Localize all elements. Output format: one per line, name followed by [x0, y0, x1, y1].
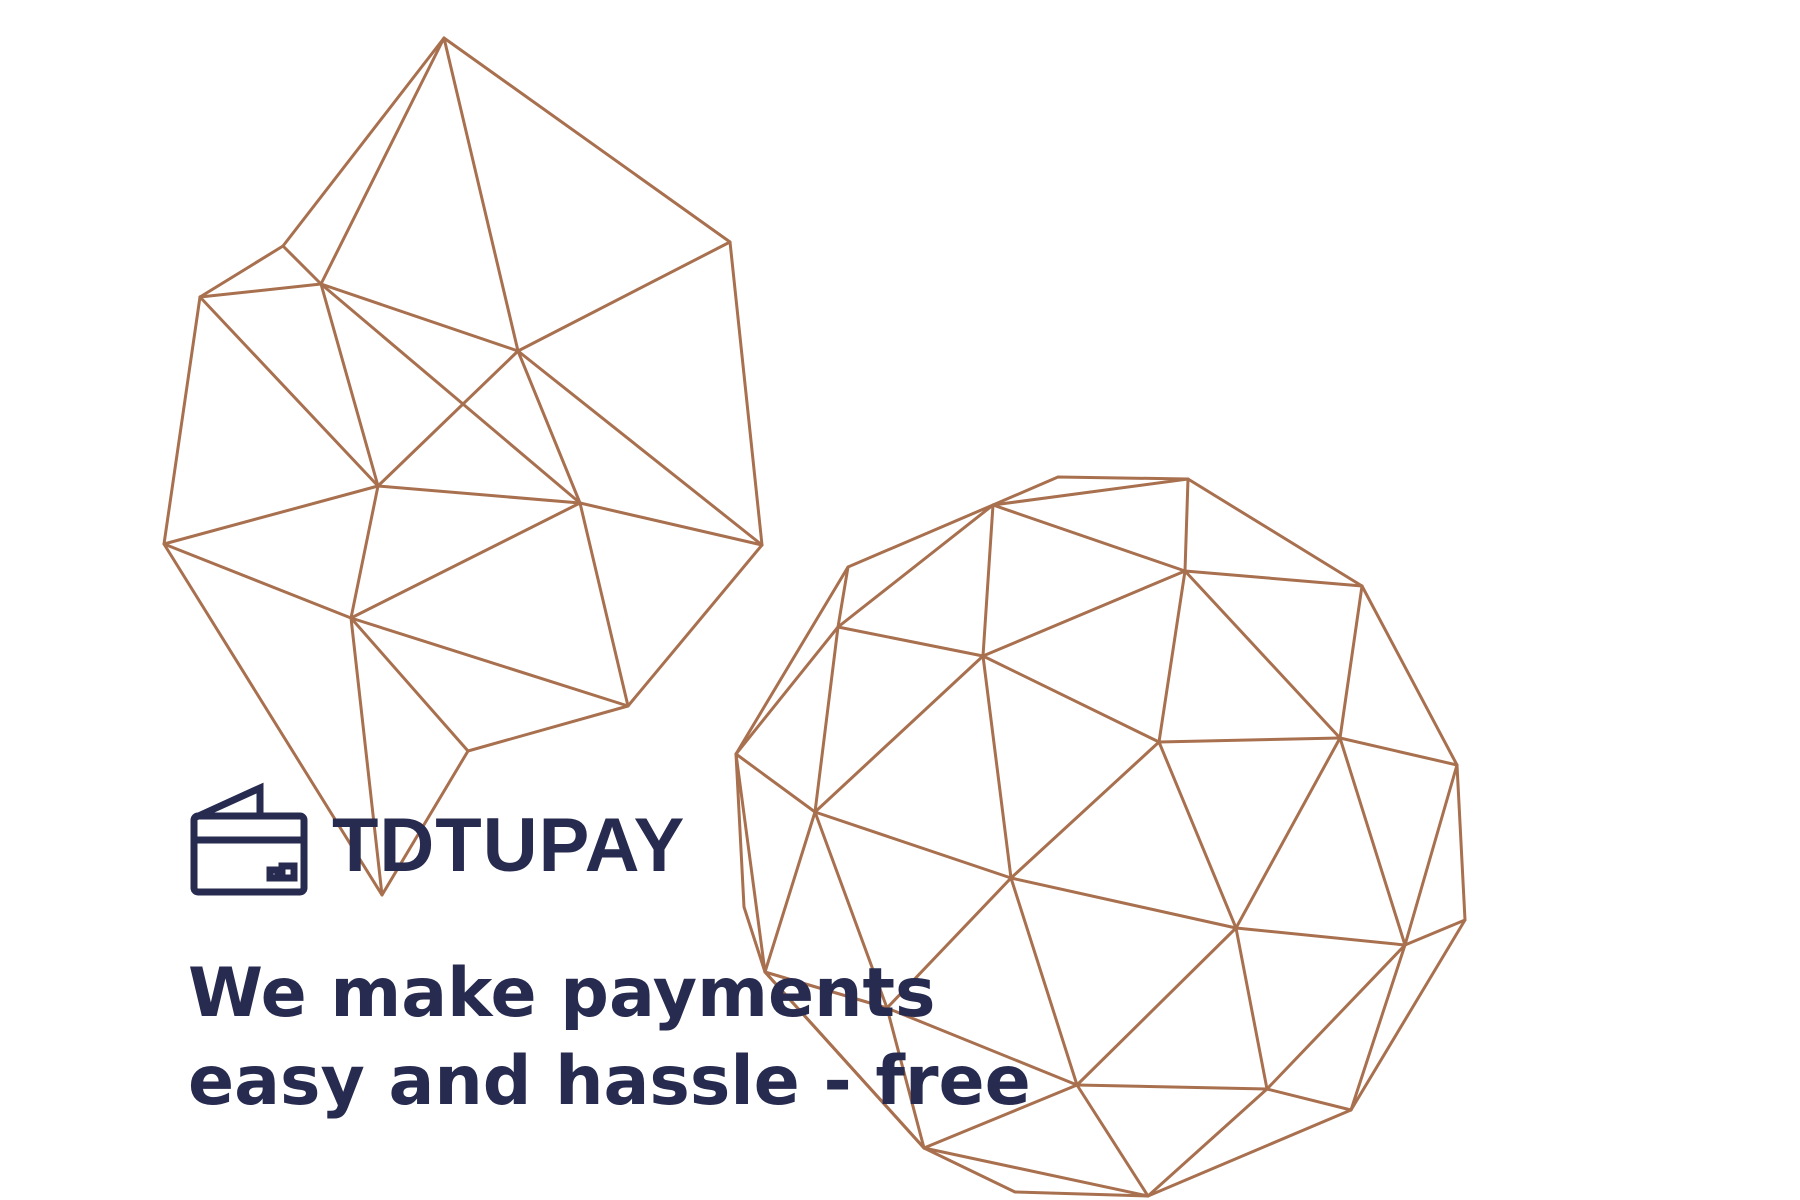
credit-card-icon: [190, 782, 308, 896]
brand-logo: TDTUPAY: [188, 780, 685, 898]
tagline: We make payments easy and hassle - free: [188, 950, 1031, 1126]
tagline-line-2: easy and hassle - free: [188, 1042, 1031, 1121]
tagline-line-1: We make payments: [188, 954, 936, 1033]
brand-name: TDTUPAY: [332, 803, 686, 888]
left-crystal-shape: [162, 36, 764, 897]
right-geodesic-sphere: [734, 475, 1467, 1198]
